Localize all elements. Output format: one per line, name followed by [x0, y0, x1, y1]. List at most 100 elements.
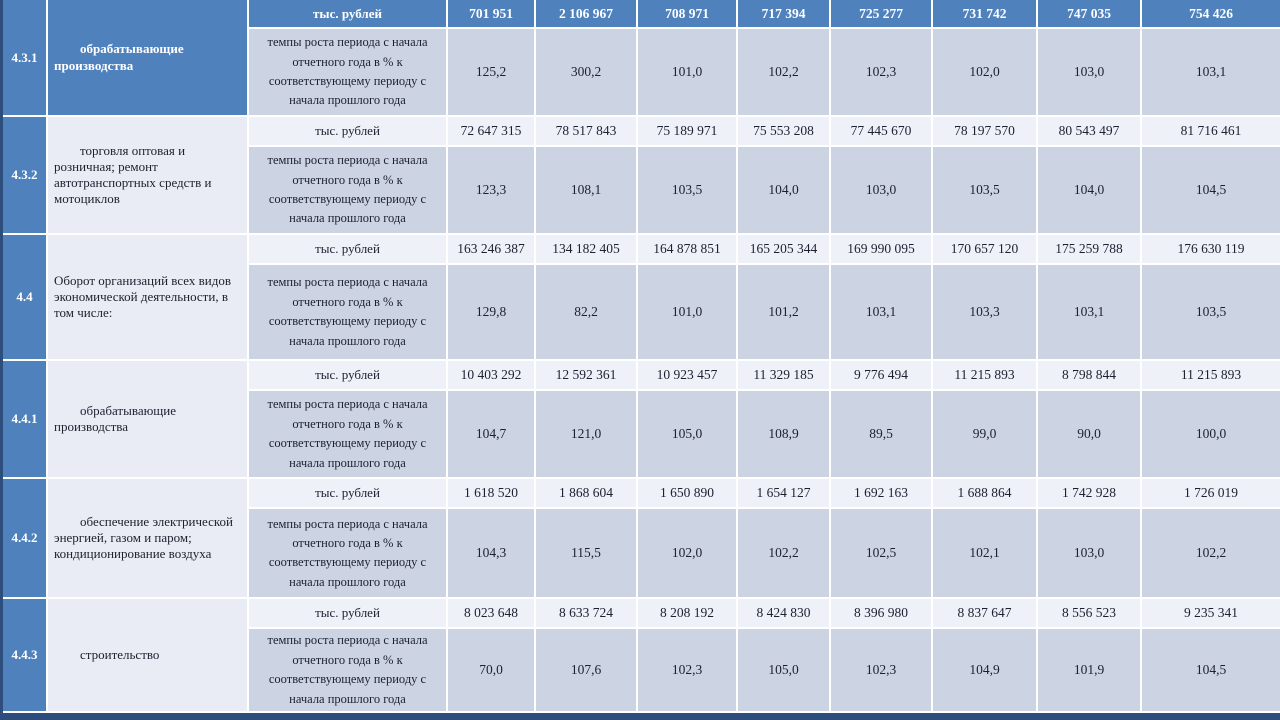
table-row: темпы роста периода с начала отчетного г…: [3, 264, 1280, 362]
growth-value-cell: 103,5: [932, 146, 1038, 236]
growth-value-cell: 123,3: [447, 146, 536, 236]
row-number: 4.4.3: [3, 598, 48, 713]
growth-value-cell: 103,0: [830, 146, 933, 236]
unit-label: тыс. рублей: [248, 478, 448, 510]
table-row: 4.4.1 обрабатывающие производства тыс. р…: [3, 360, 1280, 480]
value-cell: 12 592 361: [535, 360, 638, 392]
value-cell: 8 208 192: [637, 598, 738, 630]
table-row: 4.4 Оборот организаций всех видов эконом…: [3, 234, 1280, 362]
table-row: темпы роста периода с начала отчетного г…: [3, 628, 1280, 713]
value-cell: 8 396 980: [830, 598, 933, 630]
table-row: темпы роста периода с начала отчетного г…: [3, 390, 1280, 480]
growth-value-cell: 104,5: [1141, 146, 1280, 236]
growth-value-cell: 108,1: [535, 146, 638, 236]
growth-value-cell: 104,3: [447, 508, 536, 600]
growth-value-cell: 102,0: [932, 28, 1038, 118]
value-cell: 2 106 967: [535, 0, 638, 30]
value-cell: 9 235 341: [1141, 598, 1280, 630]
table-row: темпы роста периода с начала отчетного г…: [3, 508, 1280, 600]
unit-label: тыс. рублей: [248, 598, 448, 630]
value-cell: 11 329 185: [737, 360, 831, 392]
table-row: темпы роста периода с начала отчетного г…: [3, 146, 1280, 236]
value-cell: 164 878 851: [637, 234, 738, 266]
value-cell: 134 182 405: [535, 234, 638, 266]
next-row-band: [0, 713, 1280, 720]
value-cell: 8 633 724: [535, 598, 638, 630]
growth-value-cell: 102,2: [737, 28, 831, 118]
growth-value-cell: 101,0: [637, 264, 738, 362]
value-cell: 77 445 670: [830, 116, 933, 148]
growth-value-cell: 121,0: [535, 390, 638, 480]
value-cell: 8 424 830: [737, 598, 831, 630]
table-row: 4.4.3 строительство тыс. рублей 8 023 64…: [3, 598, 1280, 713]
value-cell: 708 971: [637, 0, 738, 30]
growth-value-cell: 103,5: [637, 146, 738, 236]
value-cell: 170 657 120: [932, 234, 1038, 266]
value-cell: 169 990 095: [830, 234, 933, 266]
category-name: обрабатывающие производства: [47, 360, 249, 480]
growth-value-cell: 102,2: [737, 508, 831, 600]
value-cell: 10 923 457: [637, 360, 738, 392]
growth-value-cell: 100,0: [1141, 390, 1280, 480]
category-name: строительство: [47, 598, 249, 713]
value-cell: 163 246 387: [447, 234, 536, 266]
value-cell: 81 716 461: [1141, 116, 1280, 148]
growth-value-cell: 102,0: [637, 508, 738, 600]
growth-value-cell: 103,1: [1141, 28, 1280, 118]
row-number: 4.4.2: [3, 478, 48, 600]
table-row: 4.4.2 обеспечение электрической энергией…: [3, 478, 1280, 600]
value-cell: 725 277: [830, 0, 933, 30]
growth-value-cell: 102,3: [830, 628, 933, 713]
growth-value-cell: 103,1: [1037, 264, 1142, 362]
growth-value-cell: 99,0: [932, 390, 1038, 480]
value-cell: 78 197 570: [932, 116, 1038, 148]
growth-value-cell: 103,0: [1037, 28, 1142, 118]
growth-value-cell: 108,9: [737, 390, 831, 480]
table-row: 4.3.1 обрабатывающие производства тыс. р…: [3, 0, 1280, 118]
row-number: 4.4: [3, 234, 48, 362]
growth-value-cell: 102,2: [1141, 508, 1280, 600]
growth-value-cell: 103,1: [830, 264, 933, 362]
value-cell: 1 742 928: [1037, 478, 1142, 510]
table-row: темпы роста периода с начала отчетного г…: [3, 28, 1280, 118]
value-cell: 1 868 604: [535, 478, 638, 510]
row-number: 4.3.1: [3, 0, 48, 118]
growth-value-cell: 125,2: [447, 28, 536, 118]
value-cell: 165 205 344: [737, 234, 831, 266]
unit-label: тыс. рублей: [248, 360, 448, 392]
growth-value-cell: 115,5: [535, 508, 638, 600]
growth-value-cell: 129,8: [447, 264, 536, 362]
unit-label: тыс. рублей: [248, 116, 448, 148]
growth-value-cell: 101,9: [1037, 628, 1142, 713]
growth-value-cell: 102,3: [637, 628, 738, 713]
value-cell: 9 776 494: [830, 360, 933, 392]
growth-value-cell: 103,0: [1037, 508, 1142, 600]
value-cell: 80 543 497: [1037, 116, 1142, 148]
value-cell: 8 798 844: [1037, 360, 1142, 392]
growth-value-cell: 104,5: [1141, 628, 1280, 713]
value-cell: 1 654 127: [737, 478, 831, 510]
growth-value-cell: 102,3: [830, 28, 933, 118]
growth-label: темпы роста периода с начала отчетного г…: [248, 508, 448, 600]
growth-value-cell: 107,6: [535, 628, 638, 713]
category-name: торговля оптовая и розничная; ремонт авт…: [47, 116, 249, 236]
growth-label: темпы роста периода с начала отчетного г…: [248, 390, 448, 480]
value-cell: 75 189 971: [637, 116, 738, 148]
value-cell: 75 553 208: [737, 116, 831, 148]
unit-label: тыс. рублей: [248, 234, 448, 266]
value-cell: 747 035: [1037, 0, 1142, 30]
unit-label: тыс. рублей: [248, 0, 448, 30]
growth-value-cell: 300,2: [535, 28, 638, 118]
growth-value-cell: 101,0: [637, 28, 738, 118]
growth-value-cell: 102,1: [932, 508, 1038, 600]
growth-value-cell: 104,0: [1037, 146, 1142, 236]
value-cell: 11 215 893: [1141, 360, 1280, 392]
value-cell: 701 951: [447, 0, 536, 30]
value-cell: 10 403 292: [447, 360, 536, 392]
growth-value-cell: 103,3: [932, 264, 1038, 362]
growth-value-cell: 103,5: [1141, 264, 1280, 362]
category-name: Оборот организаций всех видов экономичес…: [47, 234, 249, 362]
category-name: обеспечение электрической энергией, газо…: [47, 478, 249, 600]
growth-label: темпы роста периода с начала отчетного г…: [248, 28, 448, 118]
growth-value-cell: 102,5: [830, 508, 933, 600]
